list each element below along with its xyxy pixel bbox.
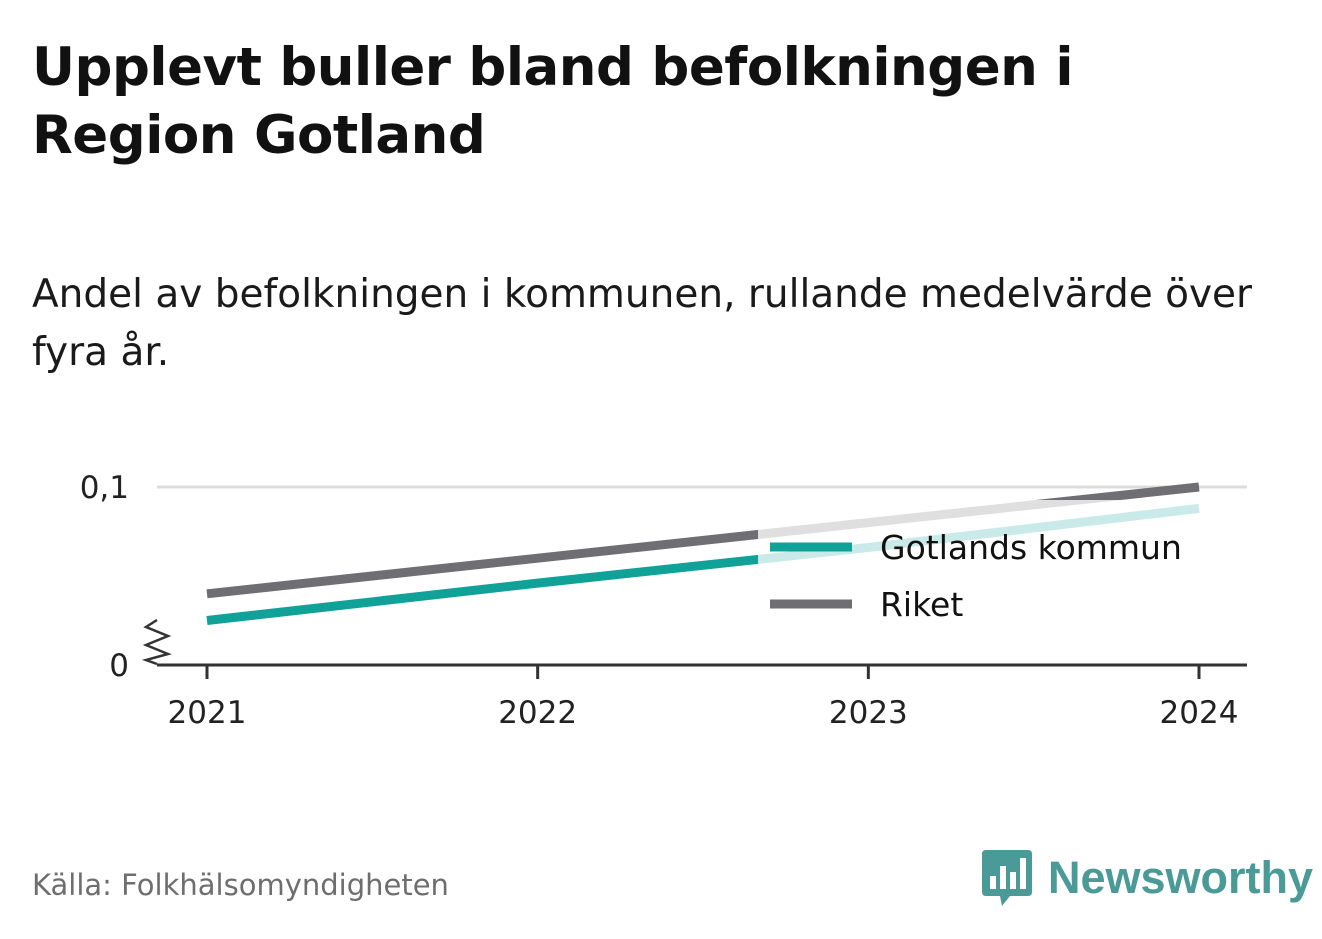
y-tick-label: 0,1 — [80, 470, 129, 506]
x-tick-label: 2024 — [1160, 695, 1239, 731]
x-tick-label: 2023 — [829, 695, 908, 731]
x-tick-label: 2022 — [498, 695, 577, 731]
x-tick-label: 2021 — [168, 695, 247, 731]
y-axis-break — [141, 618, 172, 666]
chart-title: Upplevt buller bland befolkningen i Regi… — [32, 37, 1074, 166]
source-note: Källa: Folkhälsomyndigheten — [32, 868, 449, 902]
brand-name: Newsworthy — [1048, 852, 1314, 903]
legend-label: Gotlands kommun — [880, 528, 1182, 567]
line-chart: 2021 2022 2023 2024 0 0,1 Gotlands kommun Rike… — [80, 470, 1247, 731]
bar-chart-speech-bubble-icon — [982, 850, 1032, 906]
legend-label: Riket — [880, 585, 963, 624]
y-tick-label: 0 — [109, 648, 129, 684]
brand-logo[interactable]: Newsworthy — [980, 848, 1313, 908]
chart-subtitle: Andel av befolkningen i kommunen, rullan… — [32, 272, 1253, 375]
